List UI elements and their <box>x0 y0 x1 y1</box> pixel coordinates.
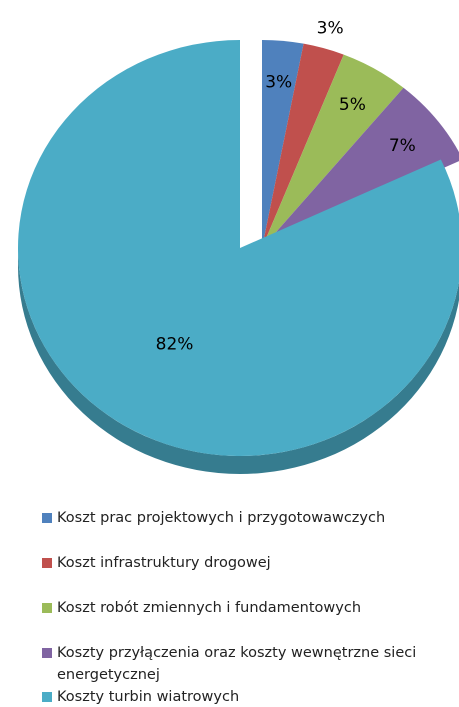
legend-swatch <box>42 513 52 523</box>
legend-swatch <box>42 692 52 702</box>
pie <box>18 40 459 474</box>
legend-swatch <box>42 558 52 568</box>
slice <box>262 54 404 248</box>
slice-label: 3% <box>265 72 292 92</box>
slice-label: 5% <box>339 95 366 115</box>
legend-line: energetycznej <box>57 667 160 683</box>
legend-swatch <box>42 603 52 613</box>
legend-line: Koszty przyłączenia oraz koszty wewnętrz… <box>57 645 416 661</box>
slice <box>18 40 459 456</box>
slice <box>262 40 304 248</box>
slice-labels: 3% 3% 5% 7% 82% <box>156 18 416 354</box>
slice-label: 3% <box>317 18 344 38</box>
legend-label: Koszt robót zmiennych i fundamentowych <box>57 600 361 616</box>
slice-label: 7% <box>389 136 416 156</box>
legend-label: Koszty turbin wiatrowych <box>57 689 239 705</box>
legend-swatch <box>42 648 52 658</box>
legend: Koszt prac projektowych i przygotowawczy… <box>42 510 416 705</box>
slice-label: 82% <box>156 335 194 355</box>
legend-label: Koszt infrastruktury drogowej <box>57 555 271 571</box>
legend-label: Koszty przyłączenia oraz koszty wewnętrz… <box>57 645 416 683</box>
slice <box>262 87 459 248</box>
legend-label: Koszt prac projektowych i przygotowawczy… <box>57 510 385 526</box>
slice <box>262 43 344 249</box>
